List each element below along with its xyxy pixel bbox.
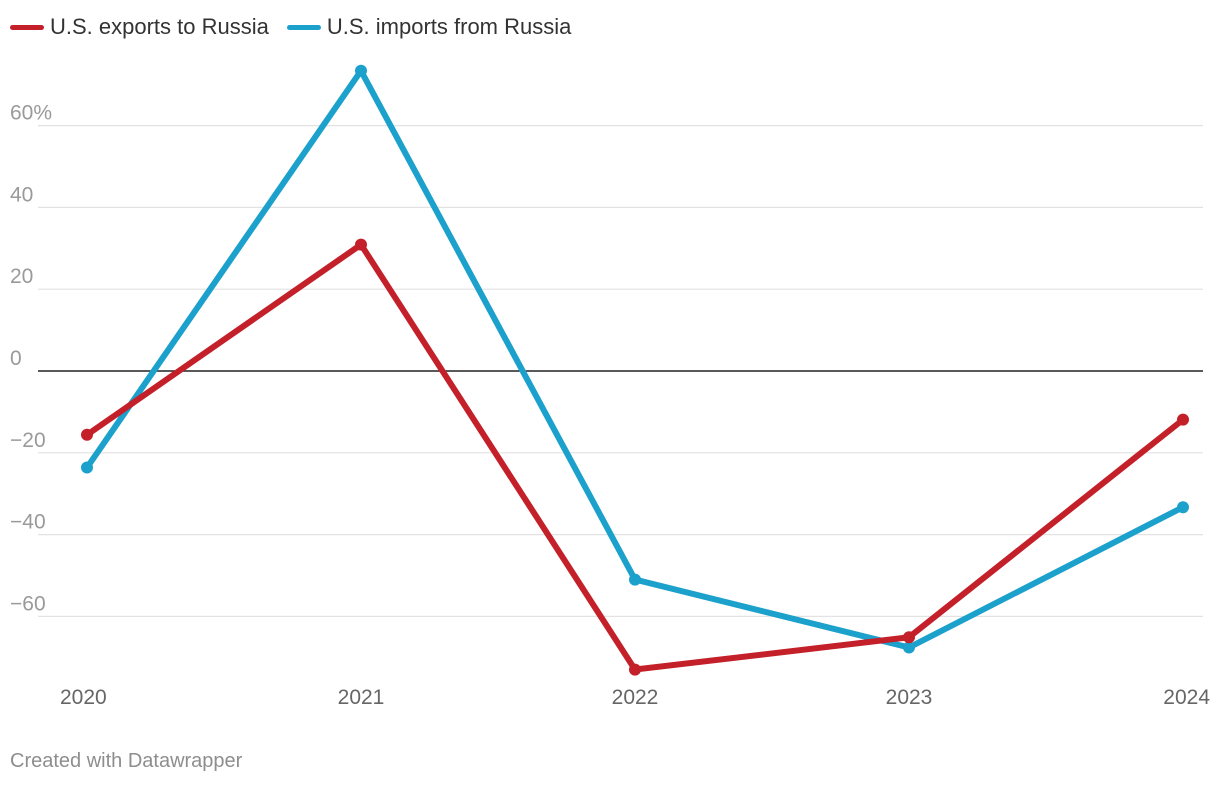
data-point-exports: [1177, 413, 1189, 426]
y-tick-label: −40: [10, 511, 46, 534]
data-point-imports: [1177, 501, 1189, 514]
legend-label-imports: U.S. imports from Russia: [326, 14, 572, 39]
data-point-exports: [81, 428, 93, 441]
data-point-exports: [355, 238, 367, 251]
data-point-imports: [629, 573, 641, 586]
y-tick-label: 20: [10, 265, 33, 288]
series-line-exports: [84, 241, 1186, 673]
series-layer: [81, 64, 1189, 676]
x-axis: 2020 2021 2022 2023 2024: [60, 686, 1210, 709]
data-point-exports: [629, 663, 641, 676]
legend-swatch-exports: [10, 24, 44, 30]
y-tick-label: 60%: [10, 102, 52, 125]
credit-text: Created with Datawrapper: [10, 750, 243, 772]
y-tick-label: 0: [10, 347, 22, 370]
x-tick-label: 2024: [1163, 686, 1210, 709]
legend-item-imports: U.S. imports from Russia: [286, 14, 572, 40]
series-line-imports: [84, 67, 1186, 651]
legend-item-exports: U.S. exports to Russia: [10, 14, 269, 40]
legend-swatch-imports: [286, 24, 321, 30]
y-tick-label: −20: [10, 429, 46, 452]
x-tick-label: 2021: [338, 686, 385, 709]
x-tick-label: 2023: [886, 686, 933, 709]
data-point-exports: [903, 631, 915, 644]
data-point-imports: [903, 641, 915, 654]
x-tick-label: 2020: [60, 686, 107, 709]
data-point-imports: [81, 461, 93, 474]
grid-layer: 60% 40 20 0 −20 −40 −60: [10, 102, 1203, 618]
data-point-imports: [355, 64, 367, 77]
legend: U.S. exports to Russia U.S. imports from…: [10, 14, 571, 40]
legend-label-exports: U.S. exports to Russia: [50, 14, 269, 39]
y-tick-label: 40: [10, 183, 33, 206]
x-tick-label: 2022: [612, 686, 659, 709]
y-tick-label: −60: [10, 592, 46, 615]
